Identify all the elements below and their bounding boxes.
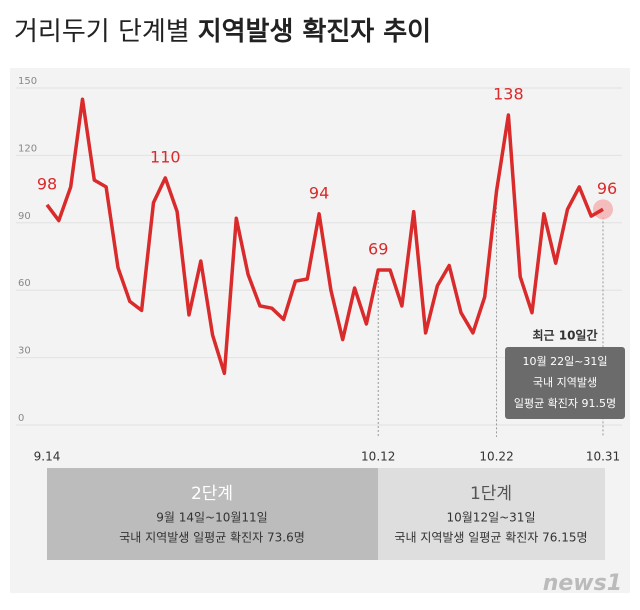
data-label: 69 (368, 239, 388, 258)
callout-heading: 최근 10일간 (532, 328, 597, 343)
logo: news1 (543, 571, 622, 596)
phase-period: 9월 14일~10월11일 (156, 511, 267, 525)
callout-line: 10월 22일~31일 (522, 354, 607, 368)
data-label: 94 (309, 183, 329, 202)
data-label: 98 (37, 174, 57, 193)
phase-name: 2단계 (191, 484, 233, 504)
y-tick-label: 90 (18, 211, 31, 222)
callout-line: 일평균 확진자 91.5명 (514, 396, 616, 410)
callout-box (505, 347, 625, 419)
x-tick-label: 10.12 (361, 450, 395, 464)
phase-note: 국내 지역발생 일평균 확진자 73.6명 (119, 531, 305, 545)
data-label: 110 (150, 147, 181, 166)
phase-period: 10월12일~31일 (447, 511, 536, 525)
callout-line: 국내 지역발생 (533, 376, 597, 389)
y-tick-label: 120 (18, 143, 37, 154)
x-tick-label: 9.14 (34, 450, 61, 464)
y-tick-label: 30 (18, 346, 31, 357)
line (45, 97, 604, 376)
phase-note: 국내 지역발생 일평균 확진자 76.15명 (394, 531, 587, 545)
title-regular: 거리두기 단계별 (14, 17, 190, 47)
phase-name: 1단계 (470, 484, 512, 504)
data-label: 138 (493, 84, 524, 103)
data-label: 96 (597, 179, 617, 198)
x-tick-label: 10.22 (479, 450, 513, 464)
x-tick-label: 10.31 (586, 450, 620, 464)
plot: 0 30 60 90 120 150 9.14 10.12 10.22 10.31 98 110 94 6… (16, 76, 622, 464)
y-tick-label: 0 (18, 413, 24, 424)
y-tick-label: 150 (18, 76, 37, 87)
phase-box (378, 468, 605, 560)
phase-box (47, 468, 378, 560)
y-tick-label: 60 (18, 278, 31, 289)
title: 거리두기 단계별 지역발생 확진자 추이 (14, 17, 431, 47)
title-bold: 지역발생 확진자 추이 (198, 17, 431, 47)
